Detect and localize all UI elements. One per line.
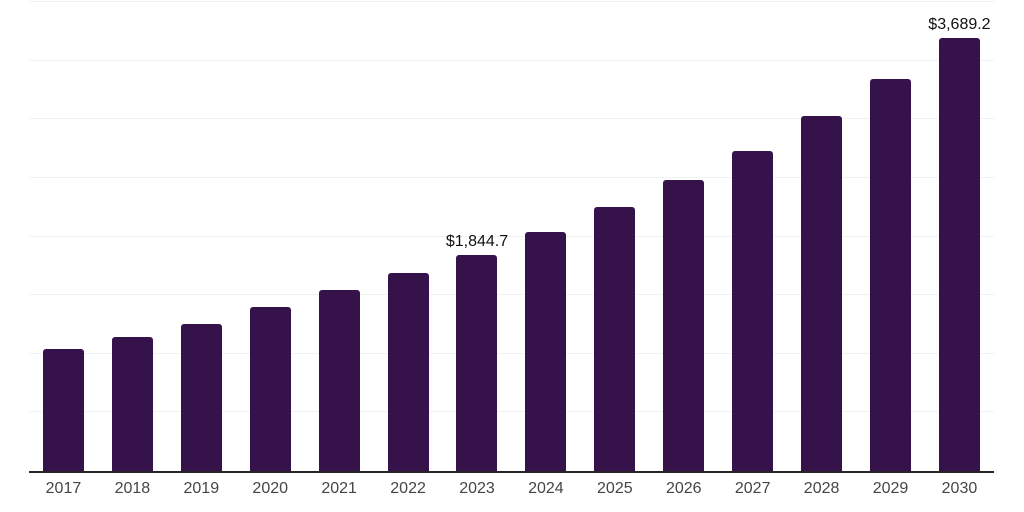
bar-2022[interactable] (387, 272, 429, 471)
bar-2027[interactable] (732, 150, 774, 471)
x-axis-labels: 2017 2018 2019 2020 2021 2022 2023 2024 2025 2026… (29, 480, 994, 498)
bar-slot (305, 2, 374, 471)
plot-area: $1,844.7 $3,689.2 (29, 1, 994, 473)
x-tick-label: 2024 (528, 480, 564, 497)
bar-2026[interactable] (663, 179, 705, 471)
bar-2019[interactable] (180, 323, 222, 471)
bar-slot: $1,844.7 (443, 2, 512, 471)
x-tick-label: 2025 (597, 480, 633, 497)
x-tick-label: 2027 (734, 480, 771, 497)
bar-slot (29, 2, 98, 471)
x-tick-label: 2021 (321, 480, 357, 497)
bar-slot (374, 2, 443, 471)
gridline (29, 59, 994, 61)
bar-slot (511, 2, 580, 471)
x-tick-label: 2029 (872, 480, 909, 497)
bar-slot (718, 2, 787, 471)
bar-2023[interactable]: $1,844.7 (446, 233, 508, 471)
x-tick-label: 2030 (941, 480, 978, 497)
bar-slot (98, 2, 167, 471)
bar-2028[interactable] (801, 116, 843, 471)
bar-slot: $3,689.2 (925, 2, 994, 471)
x-tick-label: 2019 (183, 480, 220, 497)
bar-2021[interactable] (318, 289, 360, 471)
bar-2018[interactable] (111, 336, 153, 471)
gridline (29, 235, 994, 237)
bar-value-label: $1,844.7 (445, 232, 509, 250)
gridline (29, 118, 994, 120)
bar-2020[interactable] (249, 307, 291, 471)
bar-2029[interactable] (870, 79, 912, 471)
x-tick-label: 2017 (45, 480, 82, 497)
gridlines (29, 1, 994, 471)
bar-slot (580, 2, 649, 471)
x-tick-label: 2020 (252, 480, 289, 497)
bar-slot (787, 2, 856, 471)
bar-2025[interactable] (594, 206, 636, 471)
bar-slot (236, 2, 305, 471)
bar-2017[interactable] (42, 349, 84, 471)
bars-container: $1,844.7 $3,689.2 (29, 2, 994, 471)
x-tick-label: 2023 (459, 480, 495, 497)
bar-slot (167, 2, 236, 471)
bar-2030[interactable]: $3,689.2 (928, 16, 991, 471)
gridline (29, 176, 994, 178)
bar-value-label: $3,689.2 (928, 16, 991, 34)
bar-slot (856, 2, 925, 471)
bar-2024[interactable] (525, 231, 567, 471)
gridline (29, 352, 994, 354)
x-tick-label: 2026 (665, 480, 702, 497)
x-tick-label: 2028 (803, 480, 840, 497)
x-tick-label: 2018 (114, 480, 151, 497)
gridline (29, 411, 994, 413)
gridline (29, 1, 994, 2)
gridline (29, 294, 994, 296)
bar-slot (649, 2, 718, 471)
x-tick-label: 2022 (390, 480, 426, 497)
